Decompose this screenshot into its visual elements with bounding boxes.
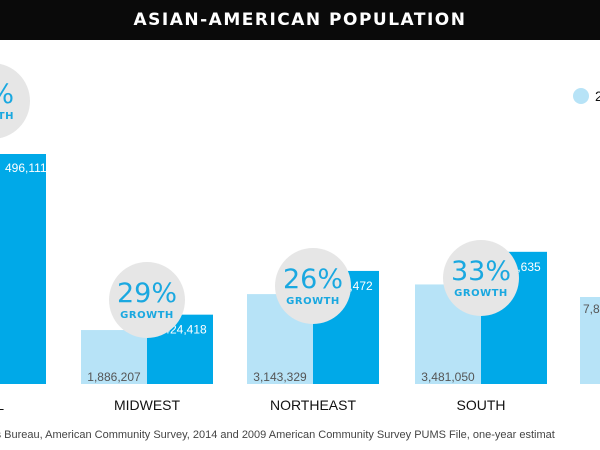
chart: 496,1111,886,2072,424,4183,143,3293,953,… — [0, 63, 600, 413]
chart-title: ASIAN-AMERICAN POPULATION — [133, 10, 467, 30]
category-label-2: NORTHEAST — [270, 397, 357, 413]
growth-circle-2 — [275, 248, 351, 324]
category-label-3: SOUTH — [457, 397, 506, 413]
growth-circle-3 — [443, 240, 519, 316]
value-label-light-2: 3,143,329 — [253, 370, 307, 384]
title-bar: ASIAN-AMERICAN POPULATION — [0, 0, 600, 40]
bar-dark-0 — [0, 154, 46, 384]
category-label-1: MIDWEST — [114, 397, 181, 413]
legend-label: 2 — [595, 88, 600, 104]
source-note: sus Bureau, American Community Survey, 2… — [0, 429, 600, 449]
legend-swatch-light — [573, 88, 589, 104]
growth-circle-1 — [109, 262, 185, 338]
value-label-dark-0: 496,111 — [5, 161, 47, 175]
growth-percent-1: 29% — [117, 278, 177, 309]
growth-circle-0 — [0, 63, 30, 139]
growth-percent-2: 26% — [283, 264, 343, 295]
value-label-light-3: 3,481,050 — [421, 370, 475, 384]
category-label-0: L — [0, 397, 4, 413]
value-label-light-4: 7,8 — [583, 302, 600, 316]
bar-light-4 — [580, 297, 600, 384]
growth-word-3: GROWTH — [454, 288, 508, 299]
growth-percent-0: % — [0, 79, 14, 110]
bar-light-1 — [81, 330, 147, 384]
legend: 2 — [573, 88, 600, 106]
source-text: sus Bureau, American Community Survey, 2… — [0, 429, 555, 441]
growth-percent-3: 33% — [451, 256, 511, 287]
value-label-light-1: 1,886,207 — [87, 370, 141, 384]
growth-word-2: GROWTH — [286, 296, 340, 307]
growth-word-1: GROWTH — [120, 310, 174, 321]
growth-word-0: OWTH — [0, 111, 14, 122]
